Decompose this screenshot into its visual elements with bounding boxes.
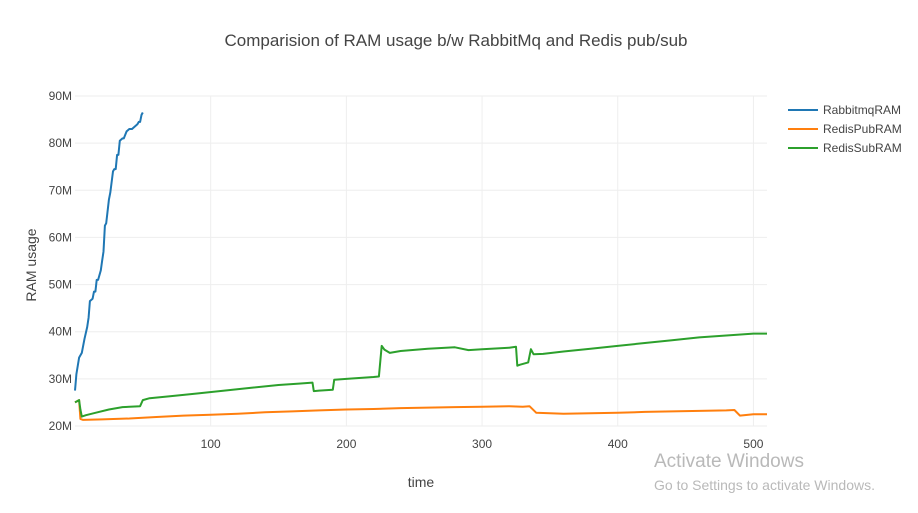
y-tick-label: 80M bbox=[49, 136, 72, 150]
legend-label: RedisSubRAM bbox=[823, 141, 902, 155]
y-tick-label: 40M bbox=[49, 325, 72, 339]
plot-area bbox=[74, 112, 767, 421]
x-tick-label: 300 bbox=[472, 437, 492, 451]
activate-windows-subtitle: Go to Settings to activate Windows. bbox=[654, 477, 875, 493]
y-tick-label: 60M bbox=[49, 230, 72, 244]
legend-label: RabbitmqRAM bbox=[823, 103, 901, 117]
axes: 20M 30M 40M 50M 60M 70M 80M 90M 100 200 300 400 500 bbox=[49, 89, 764, 451]
x-tick-label: 500 bbox=[743, 437, 763, 451]
y-axis-label: RAM usage bbox=[23, 228, 39, 301]
legend-label: RedisPubRAM bbox=[823, 122, 902, 136]
y-tick-label: 50M bbox=[49, 278, 72, 292]
series-line-redispubram bbox=[74, 399, 767, 421]
activate-windows-title: Activate Windows bbox=[654, 451, 804, 472]
x-tick-label: 200 bbox=[336, 437, 356, 451]
y-tick-label: 20M bbox=[49, 419, 72, 433]
grid bbox=[75, 95, 767, 427]
x-tick-label: 400 bbox=[608, 437, 628, 451]
legend-item-redissubram[interactable]: RedisSubRAM bbox=[788, 141, 902, 155]
series-line-redissubram bbox=[74, 332, 767, 418]
legend-item-redispubram[interactable]: RedisPubRAM bbox=[788, 122, 902, 136]
legend[interactable]: RabbitmqRAM RedisPubRAM RedisSubRAM bbox=[788, 103, 902, 155]
series-line-rabbitmqram bbox=[74, 112, 144, 391]
legend-item-rabbitmqram[interactable]: RabbitmqRAM bbox=[788, 103, 901, 117]
x-tick-label: 100 bbox=[201, 437, 221, 451]
y-tick-label: 70M bbox=[49, 183, 72, 197]
chart-title: Comparision of RAM usage b/w RabbitMq an… bbox=[224, 31, 687, 50]
y-tick-label: 90M bbox=[49, 89, 72, 103]
y-tick-label: 30M bbox=[49, 372, 72, 386]
x-axis-label: time bbox=[408, 474, 435, 490]
